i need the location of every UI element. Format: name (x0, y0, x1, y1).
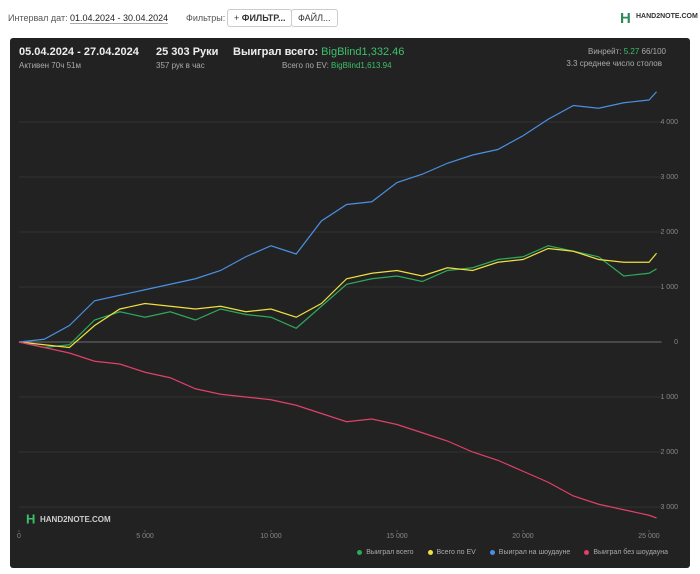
series-line (18, 341, 657, 519)
active: Активен 70ч 51м (19, 61, 81, 70)
legend-item[interactable]: Выиграл всего (357, 549, 414, 556)
y-tick-label: 3 000 (660, 504, 678, 511)
label: Интервал дат: (8, 13, 68, 23)
legend-label: Выиграл всего (366, 549, 414, 556)
legend-label: Выиграл на шоудауне (498, 549, 571, 556)
file-button[interactable]: ФАЙЛ... (291, 9, 338, 27)
series-line (18, 91, 658, 343)
x-tick-label: 5 000 (136, 533, 154, 540)
x-tick-label: 15 000 (386, 533, 408, 540)
hands: 25 303 Руки (156, 46, 219, 58)
x-tick-label: 20 000 (512, 533, 534, 540)
legend-item[interactable]: Выиграл без шоудауна (584, 549, 668, 556)
legend-label: Выиграл без шоудауна (593, 549, 668, 556)
tables: 3.3 среднее число столов (566, 59, 662, 68)
unit: 66/100 (641, 47, 666, 56)
ev: Всего по EV: BigBlind1,613.94 (282, 61, 392, 70)
legend-item[interactable]: Выиграл на шоудауне (489, 549, 571, 556)
value: BigBlind1,332.46 (321, 46, 405, 58)
label: ФИЛЬТР... (241, 13, 286, 23)
legend-swatch (584, 549, 590, 555)
label: Винрейт: (588, 47, 622, 56)
winrate: Винрейт: 5.27 66/100 (588, 47, 666, 56)
value: 5.27 (623, 47, 640, 56)
y-tick-label: 2 000 (660, 449, 678, 456)
legend-swatch (427, 549, 433, 555)
logo-icon: H (620, 10, 631, 27)
y-tick-label: 1 000 (660, 284, 678, 291)
won: Выиграл всего: BigBlind1,332.46 (233, 46, 404, 58)
legend-swatch (357, 549, 363, 555)
x-tick-label: 25 000 (638, 533, 660, 540)
watermark-icon: H (26, 511, 35, 526)
date-range[interactable]: 01.04.2024 - 30.04.2024 (70, 13, 169, 24)
x-tick-label: 0 (17, 533, 21, 540)
legend-swatch (489, 549, 495, 555)
y-tick-label: 0 (674, 339, 678, 346)
series-line (18, 247, 658, 349)
value: BigBlind1,613.94 (331, 61, 392, 70)
label: Всего по EV: (282, 61, 329, 70)
y-tick-label: 3 000 (660, 174, 678, 181)
legend: Выиграл всего Всего по EV Выиграл на шоуда… (357, 549, 668, 556)
legend-label: Всего по EV (436, 549, 476, 556)
watermark: HAND2NOTE.COM (40, 515, 111, 524)
logo: HAND2NOTE.COM (636, 13, 698, 20)
label: Фильтры: (186, 13, 226, 23)
panel: 05.04.2024 - 27.04.2024 Активен 70ч 51м … (10, 38, 690, 568)
y-tick-label: 4 000 (660, 119, 678, 126)
toolbar: Интервал дат: 01.04.2024 - 30.04.2024 Фи… (0, 0, 700, 34)
x-tick-label: 10 000 (260, 533, 282, 540)
filter-button[interactable]: + ФИЛЬТР... (227, 9, 293, 27)
period: 05.04.2024 - 27.04.2024 (19, 46, 139, 58)
series-line (18, 245, 657, 349)
y-tick-label: 1 000 (660, 394, 678, 401)
y-tick-label: 2 000 (660, 229, 678, 236)
label: Выиграл всего: (233, 46, 319, 58)
legend-item[interactable]: Всего по EV (427, 549, 476, 556)
hands-per-hour: 357 рук в час (156, 61, 205, 70)
